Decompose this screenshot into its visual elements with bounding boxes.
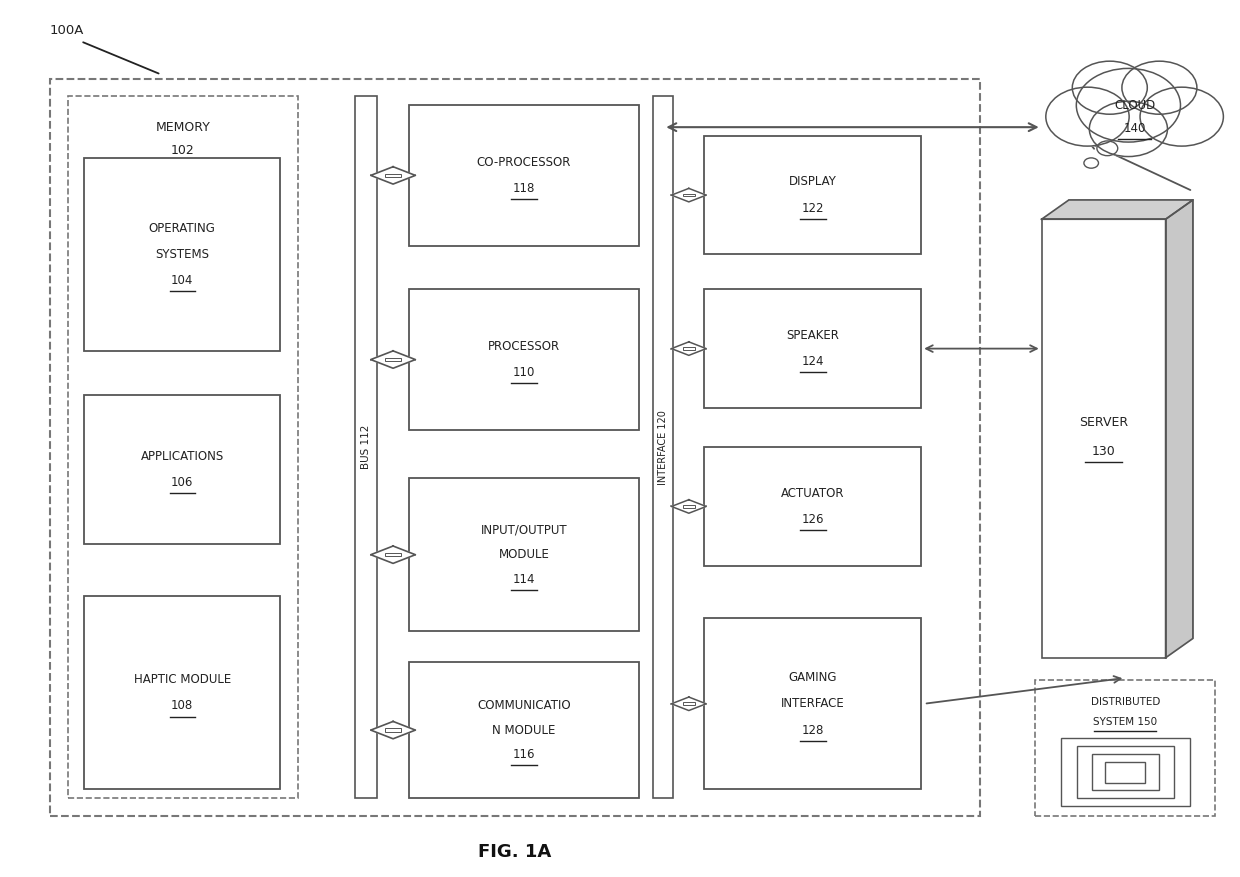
Polygon shape (371, 722, 415, 738)
Bar (1091, 754, 1158, 790)
FancyBboxPatch shape (68, 96, 298, 798)
Bar (1060, 738, 1190, 806)
Bar (386, 553, 401, 556)
FancyBboxPatch shape (653, 96, 673, 798)
FancyBboxPatch shape (704, 289, 921, 408)
Text: INTERFACE: INTERFACE (781, 697, 844, 710)
Polygon shape (1166, 200, 1193, 658)
Text: PROCESSOR: PROCESSOR (487, 340, 560, 353)
Text: 102: 102 (171, 145, 195, 157)
Text: ACTUATOR: ACTUATOR (781, 487, 844, 500)
Circle shape (1045, 87, 1130, 146)
FancyBboxPatch shape (409, 662, 639, 798)
Text: SERVER: SERVER (1079, 417, 1128, 429)
Bar (1106, 761, 1146, 782)
Circle shape (1073, 61, 1147, 114)
Text: 106: 106 (171, 476, 193, 488)
Text: FIG. 1A: FIG. 1A (477, 844, 552, 861)
Circle shape (1084, 158, 1099, 168)
FancyBboxPatch shape (409, 478, 639, 631)
FancyBboxPatch shape (704, 618, 921, 789)
Text: MEMORY: MEMORY (155, 121, 211, 133)
Text: CO-PROCESSOR: CO-PROCESSOR (476, 156, 572, 168)
Polygon shape (371, 351, 415, 368)
Text: 114: 114 (512, 573, 536, 586)
Text: 116: 116 (512, 748, 536, 761)
Text: BUS 112: BUS 112 (361, 425, 371, 469)
Bar (683, 347, 694, 350)
Text: 122: 122 (801, 202, 825, 215)
Text: GAMING: GAMING (789, 671, 837, 684)
Circle shape (1122, 61, 1197, 114)
Polygon shape (371, 167, 415, 184)
Bar (683, 702, 694, 705)
Text: SPEAKER: SPEAKER (786, 329, 839, 342)
Text: 108: 108 (171, 700, 193, 712)
FancyBboxPatch shape (355, 96, 377, 798)
Text: 118: 118 (512, 182, 536, 195)
Polygon shape (672, 342, 707, 355)
FancyBboxPatch shape (409, 105, 639, 246)
FancyBboxPatch shape (1035, 680, 1215, 816)
Polygon shape (672, 500, 707, 513)
Polygon shape (672, 697, 707, 710)
Bar (386, 729, 401, 731)
Text: SYSTEM 150: SYSTEM 150 (1094, 717, 1157, 727)
FancyBboxPatch shape (704, 136, 921, 254)
Text: INPUT/OUTPUT: INPUT/OUTPUT (481, 524, 567, 537)
FancyBboxPatch shape (84, 395, 280, 544)
Bar (386, 358, 401, 361)
Text: 128: 128 (801, 724, 825, 737)
FancyBboxPatch shape (84, 596, 280, 789)
Text: 126: 126 (801, 513, 825, 526)
Polygon shape (672, 189, 707, 202)
Text: COMMUNICATIO: COMMUNICATIO (477, 699, 570, 712)
Text: INTERFACE 120: INTERFACE 120 (658, 410, 668, 485)
FancyBboxPatch shape (704, 447, 921, 566)
Text: DISTRIBUTED: DISTRIBUTED (1091, 696, 1159, 707)
Text: N MODULE: N MODULE (492, 724, 556, 737)
Text: SYSTEMS: SYSTEMS (155, 248, 210, 260)
FancyBboxPatch shape (50, 79, 980, 816)
Text: 124: 124 (801, 355, 825, 368)
Circle shape (1140, 87, 1224, 146)
Bar (683, 505, 694, 508)
Text: DISPLAY: DISPLAY (789, 175, 837, 189)
Text: 140: 140 (1123, 123, 1146, 135)
Text: 104: 104 (171, 275, 193, 287)
Text: CLOUD: CLOUD (1114, 99, 1156, 111)
Bar (386, 174, 401, 177)
Text: 100A: 100A (50, 24, 84, 37)
Circle shape (1097, 141, 1117, 156)
Circle shape (1090, 101, 1168, 156)
Text: HAPTIC MODULE: HAPTIC MODULE (134, 674, 231, 686)
Polygon shape (1042, 200, 1193, 219)
Polygon shape (371, 546, 415, 563)
Text: APPLICATIONS: APPLICATIONS (140, 450, 224, 462)
FancyBboxPatch shape (1069, 200, 1193, 638)
Text: MODULE: MODULE (498, 548, 549, 561)
FancyBboxPatch shape (84, 158, 280, 351)
Text: OPERATING: OPERATING (149, 222, 216, 234)
Text: 110: 110 (512, 367, 536, 379)
FancyBboxPatch shape (409, 289, 639, 430)
Circle shape (1076, 68, 1180, 142)
Bar (683, 194, 694, 196)
Bar (1076, 746, 1173, 798)
FancyBboxPatch shape (1042, 219, 1166, 658)
Text: 130: 130 (1091, 446, 1116, 458)
